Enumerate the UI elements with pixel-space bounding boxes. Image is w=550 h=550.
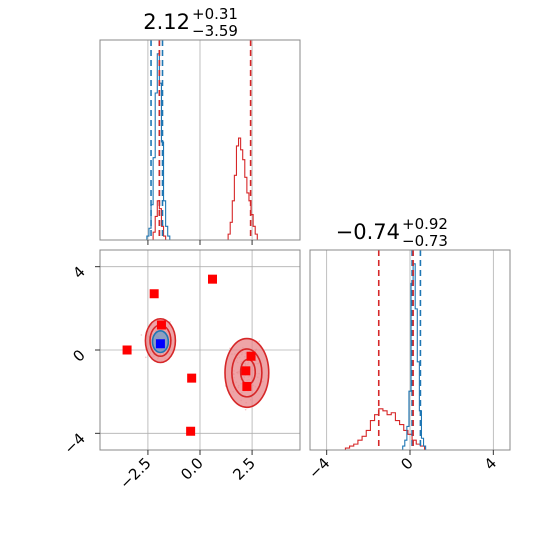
marker-red-square	[122, 345, 132, 355]
density-contour-red	[231, 348, 263, 398]
panel-title-upper-error: +0.92	[402, 215, 448, 233]
sample-point	[258, 340, 261, 343]
x-tick-label: 0	[397, 454, 416, 473]
panel-title-lower-error: −0.73	[402, 232, 448, 250]
y-tick-label: 4	[69, 263, 88, 282]
marker-blue-square	[155, 339, 165, 349]
sample-point	[145, 356, 147, 359]
panel-title-value: −0.74	[336, 220, 400, 244]
marker-red-square	[186, 426, 196, 436]
panel-title-value: 2.12	[143, 10, 190, 34]
marker-red-square	[208, 274, 217, 284]
x-tick-label: 2.5	[229, 454, 259, 484]
marker-red-square	[149, 289, 159, 299]
panel-title-lower-error: −3.59	[192, 22, 238, 40]
marker-red-square	[187, 373, 197, 383]
marker-red-square	[156, 320, 166, 330]
histogram-blue	[400, 263, 428, 451]
histogram-red	[226, 137, 260, 241]
hist-y-panel: −4 0 4 −0.74 +0.92−0.73	[305, 215, 511, 482]
histogram-red	[341, 408, 429, 451]
y-tick-label: 0	[69, 346, 88, 365]
histogram-blue	[144, 53, 172, 241]
marker-red-square	[242, 381, 252, 391]
marker-red-square	[246, 351, 256, 361]
y-tick-label: −4	[60, 429, 88, 457]
x-tick-label: −4	[305, 454, 333, 482]
x-tick-label: 0.0	[177, 454, 207, 484]
hist-x-panel: 2.12 +0.31−3.59	[99, 5, 301, 245]
sample-point	[244, 408, 247, 411]
marker-red-square	[241, 366, 251, 376]
sample-point	[140, 334, 143, 336]
x-tick-label: −2.5	[116, 454, 154, 492]
x-tick-label: 4	[481, 454, 500, 473]
sample-point	[229, 347, 231, 350]
panel-title-upper-error: +0.31	[192, 5, 238, 23]
scatter-xy-panel: −2.5 0.0 2.5 −4 0 4	[60, 249, 301, 493]
